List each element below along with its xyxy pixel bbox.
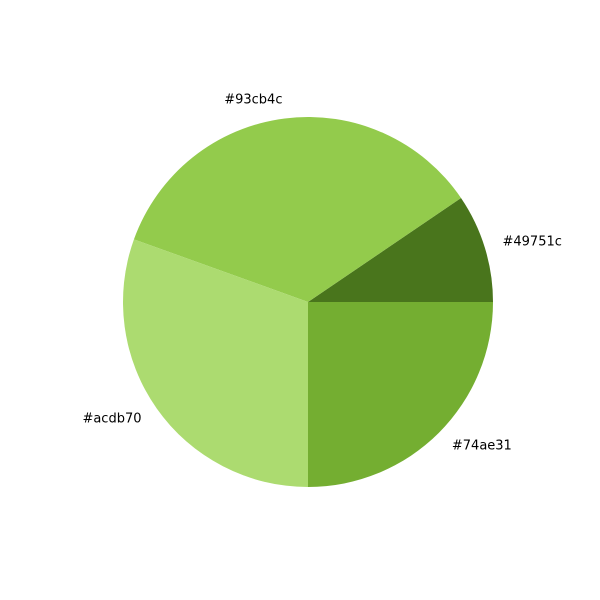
pie-slice (122, 239, 308, 487)
pie-slice (133, 116, 462, 302)
slice-label: #93cb4c (224, 93, 282, 108)
slice-label: #acdb70 (82, 412, 141, 427)
slice-label: #49751c (503, 235, 562, 250)
slice-label: #74ae31 (452, 438, 512, 453)
pie-slice (308, 302, 493, 487)
pie-slices (122, 116, 493, 487)
pie-slice (308, 198, 493, 302)
pie-labels: #49751c #93cb4c #acdb70 #74ae31 (82, 93, 561, 454)
